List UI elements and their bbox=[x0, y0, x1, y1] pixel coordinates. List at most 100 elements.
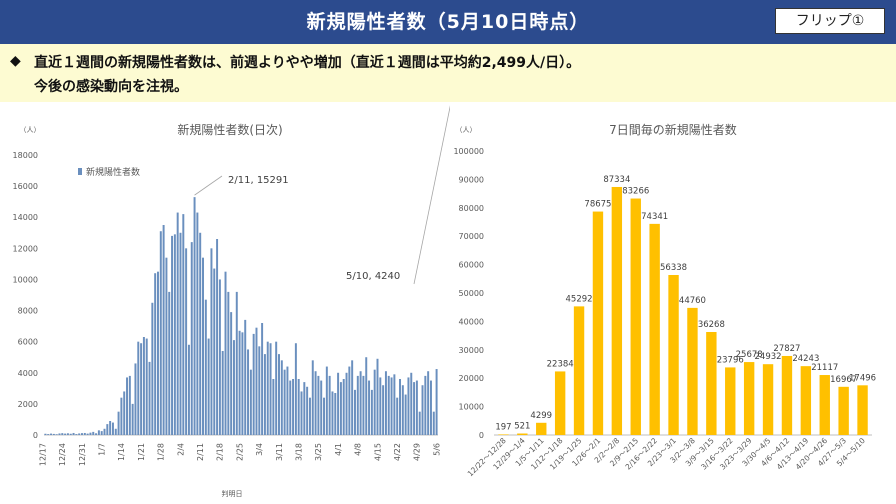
bar bbox=[207, 338, 210, 435]
bar bbox=[432, 411, 435, 435]
x-tick-label: 2/18 bbox=[216, 443, 225, 461]
bar bbox=[52, 433, 55, 435]
bar bbox=[66, 433, 69, 435]
bar bbox=[204, 299, 207, 435]
bar bbox=[407, 377, 410, 435]
bar bbox=[342, 379, 345, 435]
bar bbox=[331, 391, 334, 435]
bar bbox=[384, 371, 387, 435]
legend-label: 新規陽性者数 bbox=[86, 166, 140, 178]
bar bbox=[227, 291, 230, 435]
y-tick-label: 0 bbox=[479, 431, 484, 440]
bar bbox=[387, 375, 390, 435]
bar bbox=[517, 433, 528, 435]
title-bar: 新規陽性者数（5月10日時点） フリップ① bbox=[0, 0, 896, 44]
bar bbox=[308, 397, 311, 435]
data-label: 521 bbox=[514, 422, 530, 432]
bar bbox=[393, 374, 396, 435]
bar bbox=[611, 186, 623, 435]
data-label: 23796 bbox=[717, 355, 744, 365]
x-tick-label: 4/29 bbox=[413, 443, 422, 461]
bar bbox=[317, 375, 320, 435]
y-tick-label: 20000 bbox=[459, 374, 484, 383]
bar bbox=[247, 349, 250, 435]
data-label: 16967 bbox=[830, 375, 857, 385]
x-tick-label: 12/17 bbox=[38, 443, 47, 466]
data-label: 21117 bbox=[811, 363, 838, 373]
bar bbox=[244, 319, 247, 435]
bar bbox=[216, 239, 219, 435]
y-unit-label: （人） bbox=[456, 126, 477, 134]
bar bbox=[196, 212, 199, 435]
annotation-peak-label: 2/11, 15291 bbox=[228, 175, 289, 186]
bar bbox=[151, 302, 154, 435]
bar bbox=[368, 380, 371, 435]
x-tick-label: 2/11 bbox=[196, 443, 205, 461]
x-tick-label: 2/4 bbox=[176, 443, 185, 456]
bar bbox=[348, 366, 351, 435]
bar bbox=[145, 338, 148, 435]
x-tick-label: 5/6 bbox=[432, 443, 441, 456]
bar bbox=[292, 379, 295, 435]
bar bbox=[415, 380, 418, 435]
y-tick-label: 0 bbox=[33, 431, 38, 440]
bar bbox=[573, 306, 585, 435]
bar bbox=[232, 340, 235, 435]
bar bbox=[269, 343, 272, 435]
bar bbox=[168, 291, 171, 435]
bar bbox=[303, 382, 306, 435]
bar bbox=[235, 291, 238, 435]
y-tick-label: 16000 bbox=[13, 182, 38, 191]
bar bbox=[117, 411, 120, 435]
bar bbox=[258, 346, 261, 435]
page-title: 新規陽性者数（5月10日時点） bbox=[306, 11, 590, 33]
y-tick-label: 60000 bbox=[459, 261, 484, 270]
data-label: 78675 bbox=[584, 200, 611, 210]
x-tick-label: 3/11 bbox=[275, 443, 284, 461]
bar bbox=[536, 422, 547, 435]
y-tick-label: 18000 bbox=[13, 151, 38, 160]
bar bbox=[210, 248, 213, 435]
bar bbox=[202, 257, 204, 435]
bar bbox=[353, 389, 356, 435]
data-label: 4299 bbox=[530, 411, 552, 421]
bar bbox=[498, 434, 509, 435]
x-tick-label: 12/24 bbox=[58, 443, 67, 466]
x-tick-label: 1/7 bbox=[98, 443, 107, 456]
bar bbox=[159, 231, 162, 435]
bar bbox=[111, 422, 114, 435]
bar bbox=[427, 371, 430, 435]
bar bbox=[185, 248, 188, 435]
bar bbox=[106, 424, 109, 435]
bar bbox=[230, 312, 233, 435]
annotation-latest-label: 5/10, 4240 bbox=[346, 271, 400, 282]
annotation-leader-line bbox=[413, 105, 450, 285]
bar bbox=[81, 433, 83, 435]
bar bbox=[379, 377, 382, 435]
bar bbox=[179, 232, 182, 435]
bar bbox=[165, 257, 168, 435]
data-label: 17496 bbox=[849, 373, 876, 383]
bar bbox=[171, 235, 174, 435]
bar bbox=[193, 197, 196, 435]
bar bbox=[311, 360, 314, 435]
bar bbox=[781, 355, 793, 435]
bar bbox=[249, 369, 252, 435]
bar bbox=[213, 268, 216, 435]
annotation-leader-line bbox=[194, 175, 223, 196]
bar bbox=[819, 375, 830, 435]
bar bbox=[137, 341, 140, 435]
daily-cases-chart: 新規陽性者数(日次) （人） 0 2000 4000 6000 8000 10000 12000… bbox=[13, 105, 450, 498]
data-label: 22384 bbox=[547, 359, 574, 369]
bar bbox=[131, 403, 134, 435]
data-label: 36268 bbox=[698, 320, 725, 330]
bar bbox=[725, 367, 736, 435]
bar bbox=[359, 371, 362, 435]
x-tick-label: 4/22 bbox=[393, 443, 402, 461]
bar bbox=[370, 389, 373, 435]
x-tick-label: 1/28 bbox=[157, 443, 166, 461]
bar bbox=[126, 377, 129, 435]
bar bbox=[762, 364, 774, 435]
bar bbox=[297, 379, 300, 435]
bar bbox=[109, 421, 112, 435]
